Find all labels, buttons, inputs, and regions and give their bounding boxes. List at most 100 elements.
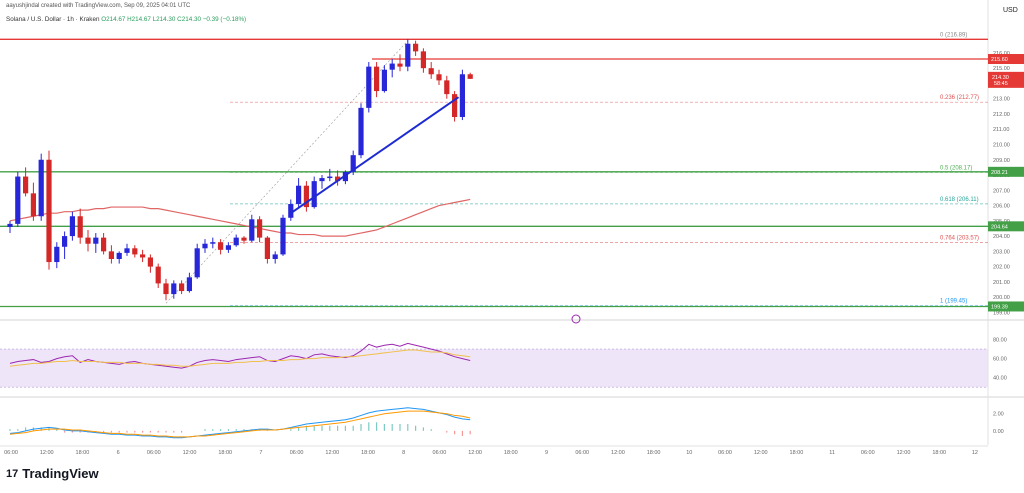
candle-body — [428, 68, 434, 75]
time-tick-label: 18:00 — [76, 450, 90, 456]
candle-body — [467, 74, 473, 79]
currency-label: USD — [1003, 7, 1018, 14]
last-price-label: 214.30 — [992, 75, 1009, 81]
candle-body — [249, 219, 255, 241]
price-level-badge — [988, 301, 1024, 312]
candle-body — [311, 181, 317, 208]
candle-body — [272, 254, 278, 259]
price-level-badge-label: 204.64 — [991, 224, 1008, 230]
macd-tick-label: 2.00 — [993, 412, 1004, 418]
candle-body — [280, 217, 286, 255]
time-tick-label: 12:00 — [325, 450, 339, 456]
candle-body — [350, 155, 356, 172]
macd-tick-label: 0.00 — [993, 429, 1004, 435]
candle-body — [202, 243, 208, 249]
rsi-tick-label: 40.00 — [993, 376, 1007, 382]
candle-body — [38, 159, 44, 217]
candle-body — [288, 204, 294, 218]
time-tick-label: 10 — [686, 450, 692, 456]
time-tick-label: 12:00 — [897, 450, 911, 456]
candle-body — [381, 69, 387, 92]
candle-body — [124, 248, 130, 253]
time-tick-label: 06:00 — [433, 450, 447, 456]
candle-body — [15, 176, 21, 224]
price-tick-label: 216.00 — [993, 51, 1010, 57]
candle-body — [132, 248, 138, 255]
candle-body — [77, 216, 83, 238]
time-tick-label: 6 — [117, 450, 120, 456]
time-tick-label: 12 — [972, 450, 978, 456]
candle-body — [30, 193, 36, 217]
time-tick-label: 9 — [545, 450, 548, 456]
time-tick-label: 12:00 — [754, 450, 768, 456]
time-tick-label: 18:00 — [504, 450, 518, 456]
alert-icon — [571, 314, 581, 324]
symbol-legend: Solana / U.S. Dollar · 1h · Kraken O214.… — [6, 16, 246, 23]
candle-body — [54, 246, 60, 263]
candle-body — [171, 283, 177, 295]
time-tick-label: 06:00 — [575, 450, 589, 456]
time-tick-label: 06:00 — [290, 450, 304, 456]
candle-body — [233, 237, 239, 246]
price-tick-label: 206.00 — [993, 204, 1010, 210]
candle-body — [327, 176, 333, 179]
price-tick-label: 200.00 — [993, 295, 1010, 301]
price-level-badge — [988, 54, 1024, 65]
candle-body — [93, 237, 99, 244]
price-level-badge-label: 215.60 — [991, 57, 1008, 63]
candle-body — [452, 94, 458, 118]
candle-body — [296, 185, 302, 205]
rsi-tick-label: 80.00 — [993, 338, 1007, 344]
rsi-line — [9, 349, 471, 367]
price-tick-label: 201.00 — [993, 280, 1010, 286]
candle-body — [335, 176, 341, 182]
fib-level-label: 0.236 (212.77) — [940, 95, 979, 101]
candle-body — [179, 283, 185, 292]
time-tick-label: 06:00 — [861, 450, 875, 456]
candle-body — [140, 254, 146, 258]
candle-body — [420, 51, 426, 69]
candle-body — [397, 63, 403, 67]
candle-body — [101, 237, 107, 252]
candle-body — [374, 66, 380, 92]
candle-body — [69, 216, 75, 237]
fib-level-label: 0.5 (208.17) — [940, 165, 972, 171]
candle-body — [389, 63, 395, 70]
time-tick-label: 18:00 — [790, 450, 804, 456]
candle-body — [257, 219, 263, 238]
time-tick-label: 12:00 — [183, 450, 197, 456]
tradingview-name: TradingView — [22, 466, 99, 481]
price-tick-label: 211.00 — [993, 127, 1009, 133]
candle-body — [319, 178, 325, 182]
time-tick-label: 12:00 — [611, 450, 625, 456]
candle-body — [186, 277, 192, 292]
fib-level-label: 0.618 (206.11) — [940, 197, 979, 203]
price-level-badge — [988, 221, 1024, 232]
time-tick-label: 8 — [402, 450, 405, 456]
candle-body — [23, 176, 29, 194]
candle-timer-label: 58:45 — [994, 81, 1008, 87]
candle-body — [46, 159, 52, 263]
fib-level-label: 1 (199.45) — [940, 299, 967, 305]
ohlc-values: O214.67 H214.67 L214.30 C214.30 −0.39 (−… — [101, 16, 247, 23]
macd-line — [9, 410, 471, 438]
time-tick-label: 06:00 — [718, 450, 732, 456]
time-tick-label: 18:00 — [218, 450, 232, 456]
rsi-line — [9, 342, 471, 369]
price-level-badge — [988, 166, 1024, 177]
candle-body — [108, 251, 114, 259]
price-tick-label: 207.00 — [993, 188, 1010, 194]
time-tick-label: 18:00 — [932, 450, 946, 456]
macd-line — [9, 407, 471, 439]
price-tick-label: 202.00 — [993, 265, 1010, 271]
price-tick-label: 212.00 — [993, 112, 1010, 118]
price-tick-label: 204.00 — [993, 234, 1010, 240]
candle-body — [366, 66, 372, 108]
candle-body — [7, 223, 13, 227]
price-level-badge-label: 208.21 — [991, 170, 1008, 176]
price-tick-label: 210.00 — [993, 142, 1010, 148]
price-tick-label: 199.00 — [993, 310, 1010, 316]
candle-body — [405, 43, 411, 67]
rsi-tick-label: 60.00 — [993, 357, 1007, 363]
